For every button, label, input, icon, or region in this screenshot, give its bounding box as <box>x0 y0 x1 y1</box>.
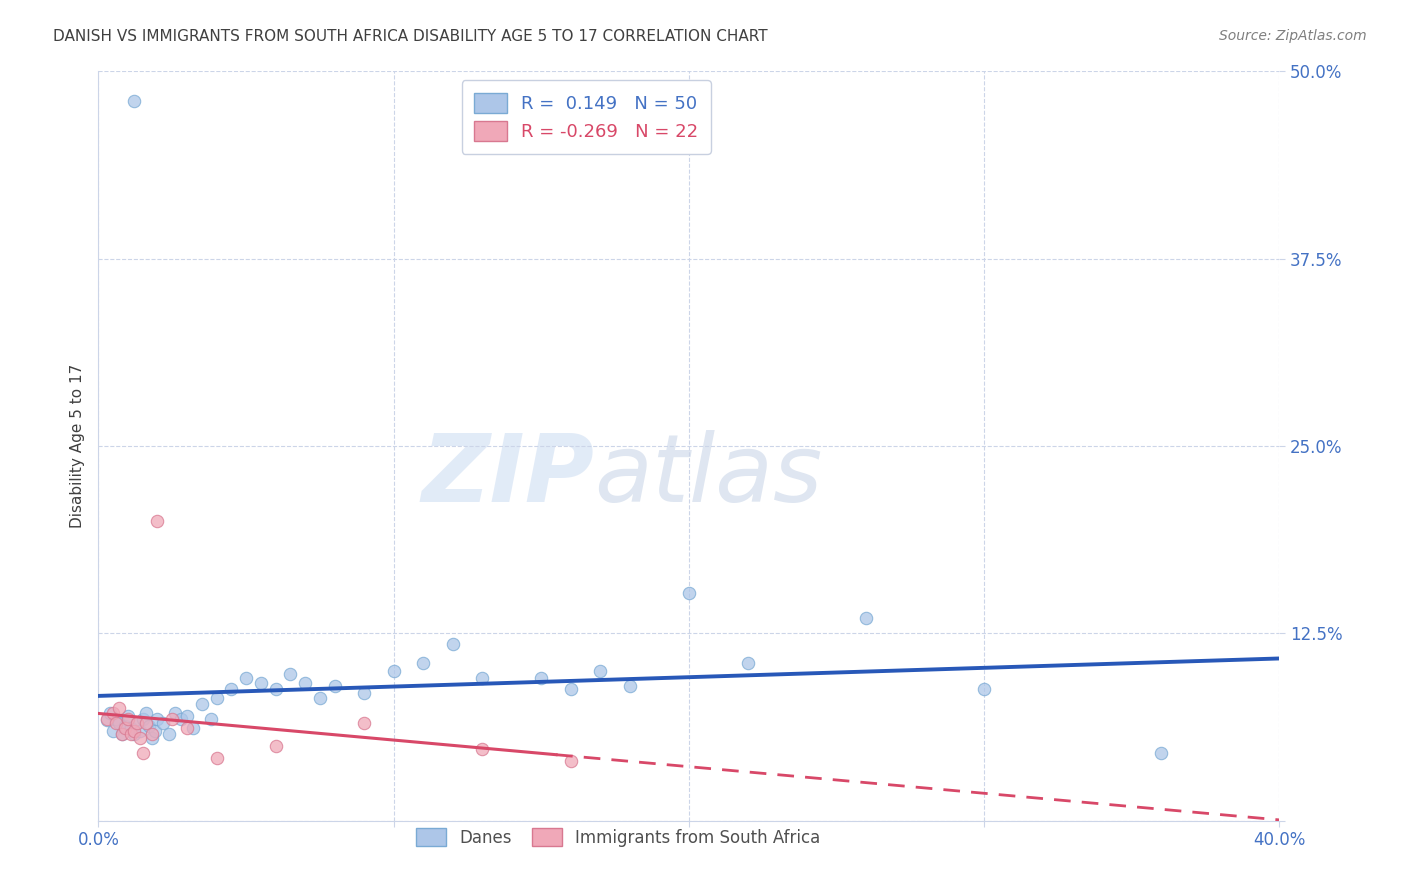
Point <box>170 712 193 726</box>
Point <box>235 671 257 685</box>
Point <box>108 701 131 715</box>
Text: ZIP: ZIP <box>422 430 595 522</box>
Point <box>250 675 273 690</box>
Point <box>98 706 121 720</box>
Point <box>117 712 139 726</box>
Point <box>120 721 142 735</box>
Point <box>103 723 125 738</box>
Point <box>157 727 180 741</box>
Point <box>412 657 434 671</box>
Point <box>114 721 136 735</box>
Point <box>128 731 150 746</box>
Point <box>176 708 198 723</box>
Point <box>111 727 134 741</box>
Point <box>135 716 157 731</box>
Point <box>96 712 118 726</box>
Point <box>143 723 166 738</box>
Point <box>162 712 183 726</box>
Point <box>560 754 582 768</box>
Point <box>117 708 139 723</box>
Point <box>1150 746 1173 760</box>
Point <box>353 716 375 731</box>
Point <box>205 690 228 705</box>
Point <box>264 681 287 696</box>
Point <box>114 719 136 733</box>
Point <box>678 586 700 600</box>
Point <box>973 681 995 696</box>
Point <box>138 719 160 733</box>
Point <box>530 671 553 685</box>
Point <box>619 679 641 693</box>
Point <box>141 731 163 746</box>
Point <box>264 739 287 753</box>
Point <box>165 706 187 720</box>
Point <box>353 686 375 700</box>
Point <box>323 679 346 693</box>
Point <box>120 727 142 741</box>
Point <box>280 666 302 681</box>
Point <box>471 671 494 685</box>
Point <box>589 664 612 678</box>
Text: DANISH VS IMMIGRANTS FROM SOUTH AFRICA DISABILITY AGE 5 TO 17 CORRELATION CHART: DANISH VS IMMIGRANTS FROM SOUTH AFRICA D… <box>53 29 768 44</box>
Point <box>108 716 131 731</box>
Point <box>125 716 148 731</box>
Point <box>471 741 494 756</box>
Point <box>146 712 169 726</box>
Point <box>111 727 134 741</box>
Point <box>309 690 332 705</box>
Point <box>103 706 125 720</box>
Point <box>221 681 243 696</box>
Point <box>132 712 155 726</box>
Point <box>122 723 145 738</box>
Y-axis label: Disability Age 5 to 17: Disability Age 5 to 17 <box>69 364 84 528</box>
Legend: Danes, Immigrants from South Africa: Danes, Immigrants from South Africa <box>409 822 827 854</box>
Point <box>132 746 155 760</box>
Point <box>855 611 877 625</box>
Point <box>200 712 222 726</box>
Point <box>105 716 128 731</box>
Point <box>125 716 148 731</box>
Point <box>176 721 198 735</box>
Text: Source: ZipAtlas.com: Source: ZipAtlas.com <box>1219 29 1367 43</box>
Point <box>737 657 759 671</box>
Point <box>560 681 582 696</box>
Point <box>294 675 316 690</box>
Point <box>105 712 128 726</box>
Point <box>181 721 204 735</box>
Point <box>152 716 174 731</box>
Point <box>122 95 145 109</box>
Point <box>205 750 228 764</box>
Point <box>122 727 145 741</box>
Point <box>191 697 214 711</box>
Text: atlas: atlas <box>595 431 823 522</box>
Point <box>141 727 163 741</box>
Point <box>146 514 169 528</box>
Point <box>135 706 157 720</box>
Point <box>128 723 150 738</box>
Point <box>441 637 464 651</box>
Point <box>382 664 405 678</box>
Point <box>96 713 118 727</box>
